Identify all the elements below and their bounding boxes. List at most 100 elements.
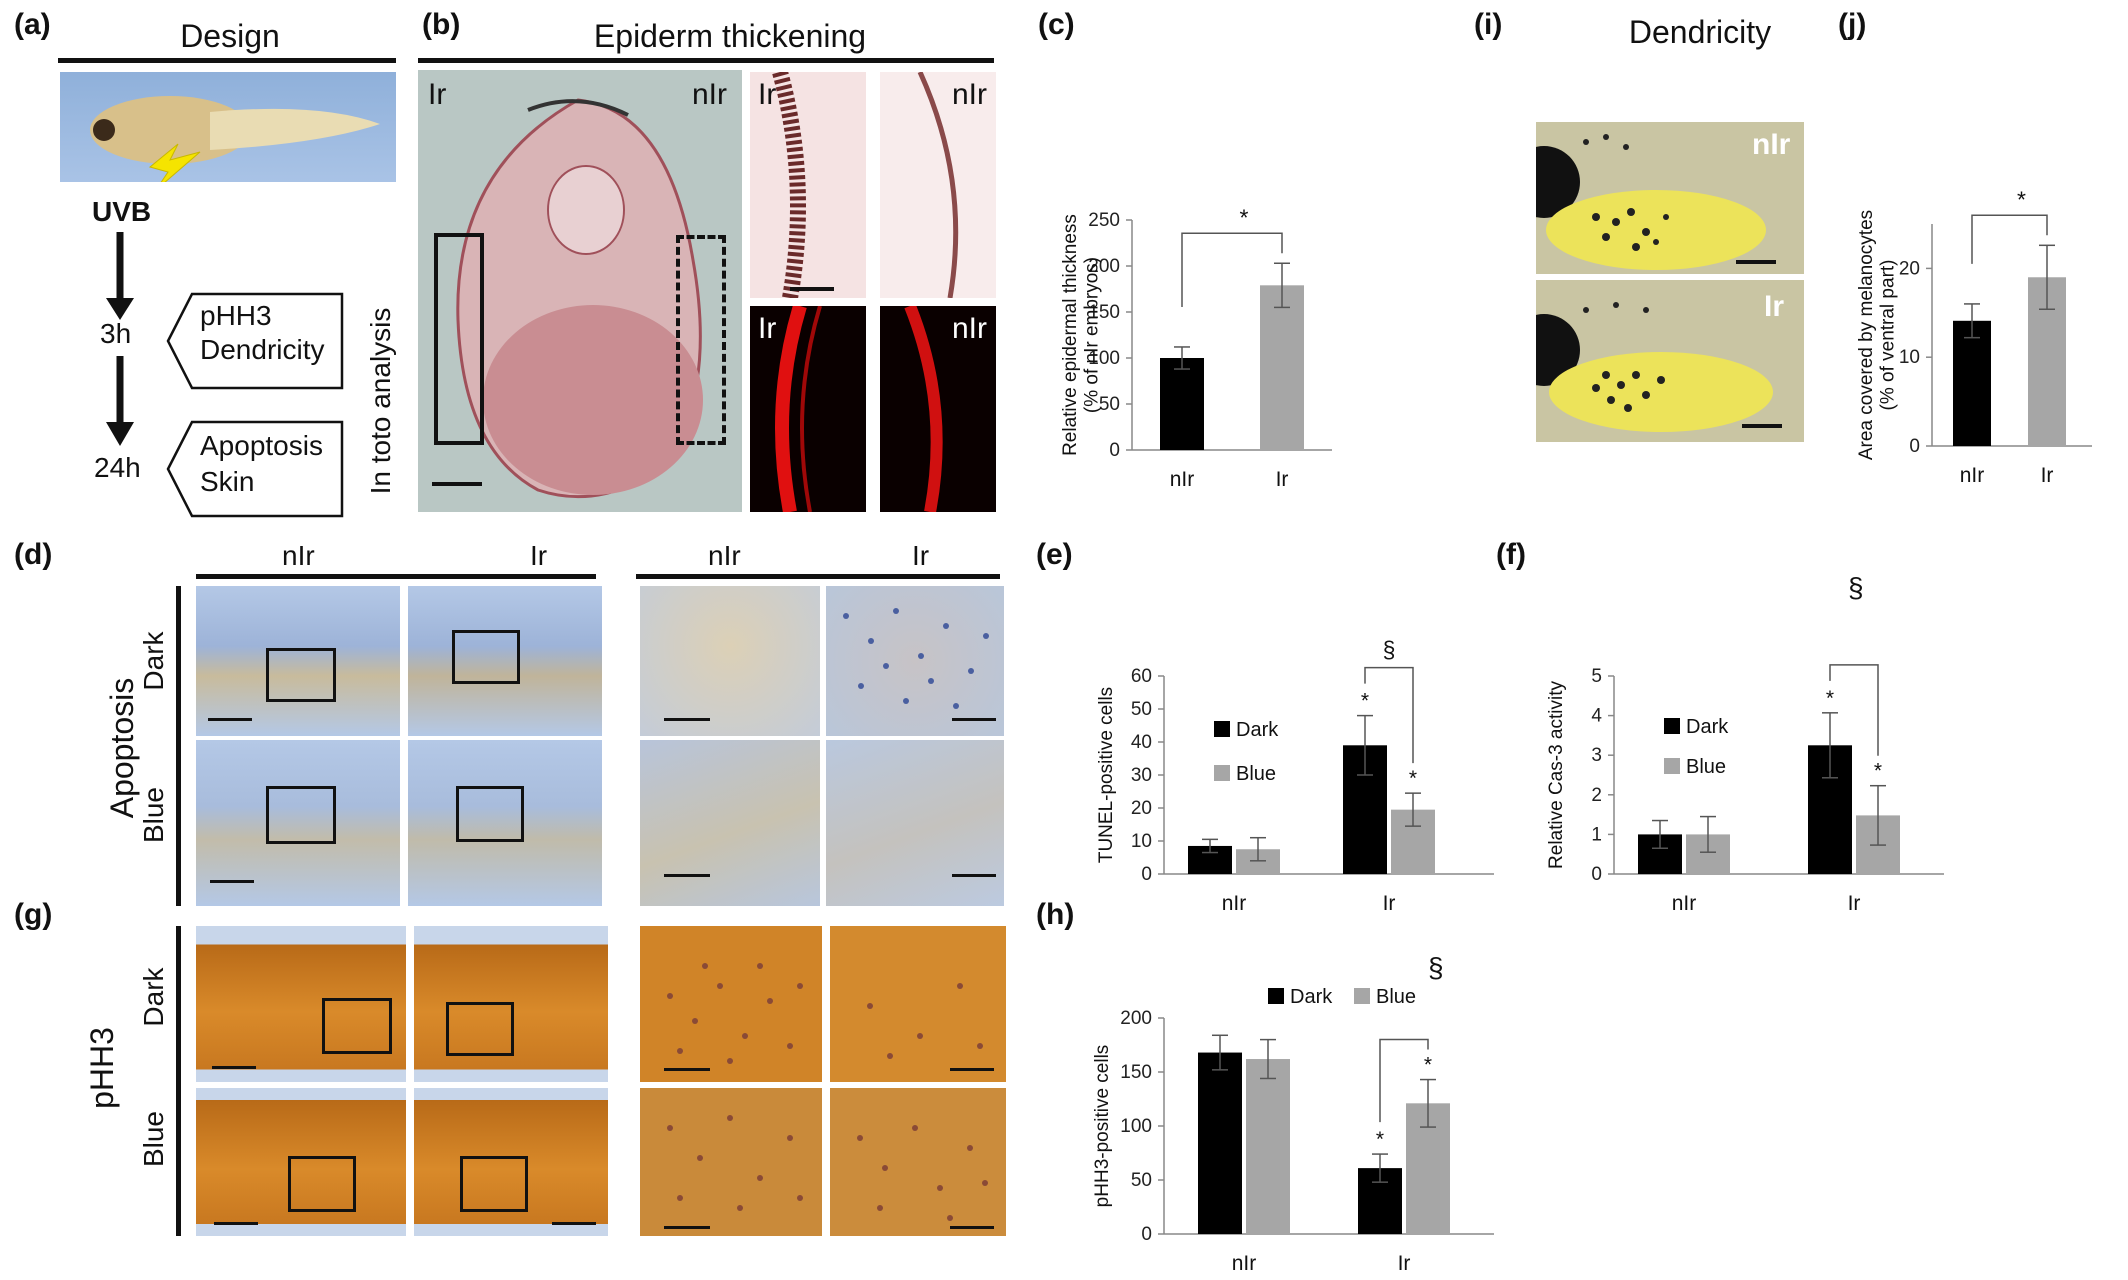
d-side-rule xyxy=(176,586,181,906)
y-tick-label: 2 xyxy=(1591,785,1602,806)
g-row-blue: Blue xyxy=(138,1110,169,1168)
y-tick-label: 250 xyxy=(1088,210,1120,231)
sig-bracket xyxy=(1829,664,1879,756)
inset-nir-fluor xyxy=(880,306,996,512)
x-category-label: Ir xyxy=(2041,464,2054,487)
d-photo-blue-ir xyxy=(408,740,602,906)
tadpole-photo xyxy=(60,72,396,182)
scale-bar-g2 xyxy=(664,1068,710,1071)
inset-nir-bright xyxy=(880,72,996,298)
legend-swatch xyxy=(1664,758,1680,774)
y-tick-label: 10 xyxy=(1899,347,1920,368)
y-axis-label: Relative epidermal thickness(% of nIr em… xyxy=(1060,214,1103,456)
d-zoom-dark-nir xyxy=(640,586,820,736)
dendricity-label-ir: Ir xyxy=(1764,290,1785,323)
d-col-nir-1: nIr xyxy=(282,540,315,571)
y-tick-label: 0 xyxy=(1591,864,1602,885)
sig-bracket xyxy=(1364,666,1414,764)
bar xyxy=(1160,358,1204,450)
legend-label: Blue xyxy=(1686,756,1726,778)
sig-star: * xyxy=(1874,760,1882,783)
d-zoom-dark-ir xyxy=(826,586,1004,736)
d-rule-right xyxy=(636,574,1000,579)
y-tick-label: 150 xyxy=(1120,1062,1152,1083)
inset-label-bl: Ir xyxy=(758,312,777,345)
y-axis-label-line: Relative Cas-3 activity xyxy=(1546,681,1567,869)
box-solid xyxy=(434,233,484,445)
legend-swatch xyxy=(1268,988,1284,1004)
x-category-label: nIr xyxy=(1222,892,1247,915)
panel-d-label: (d) xyxy=(14,538,53,571)
y-tick-label: 0 xyxy=(1109,440,1120,461)
y-tick-label: 0 xyxy=(1141,864,1152,885)
time-3h: 3h xyxy=(100,318,132,349)
d-zoom-blue-ir xyxy=(826,740,1004,906)
legend-label: Blue xyxy=(1236,763,1276,785)
dendricity-photo-ir xyxy=(1536,280,1804,442)
sig-star: * xyxy=(1361,690,1369,713)
g-zoom-dark-nir xyxy=(640,926,822,1082)
inset-label-tr: nIr xyxy=(952,78,988,111)
y-tick-label: 60 xyxy=(1131,666,1152,687)
sig-star: * xyxy=(1240,204,1249,230)
y-tick-label: 3 xyxy=(1591,745,1602,766)
d-col-nir-2: nIr xyxy=(708,540,741,571)
d-zoom-blue-nir xyxy=(640,740,820,906)
y-axis-label-line: TUNEL-positive cells xyxy=(1096,687,1117,863)
y-tick-label: 50 xyxy=(1131,699,1152,720)
inset-label-tl: Ir xyxy=(758,78,777,111)
y-tick-label: 5 xyxy=(1591,666,1602,687)
box-24h-outline xyxy=(166,420,344,518)
sig-bracket xyxy=(1379,1038,1429,1123)
y-axis-label: Relative Cas-3 activity xyxy=(1546,681,1567,869)
scale-bar-g7 xyxy=(950,1226,994,1229)
x-category-label: nIr xyxy=(1170,468,1195,491)
box-24h-line2: Skin xyxy=(200,466,255,497)
y-tick-label: 150 xyxy=(1088,302,1120,323)
tadpole-drawing xyxy=(90,96,380,182)
y-axis-label-line: Relative epidermal thickness xyxy=(1060,214,1081,456)
d-col-ir-1: Ir xyxy=(530,540,548,571)
panel-i-label: (i) xyxy=(1474,8,1503,41)
box-3h-line1: pHH3 xyxy=(200,300,272,331)
legend-swatch xyxy=(1214,721,1230,737)
scale-bar-d4 xyxy=(210,880,254,883)
dendricity-label-nir: nIr xyxy=(1752,128,1791,161)
inset-ir-fluor xyxy=(750,306,866,512)
y-axis-label: pHH3-positive cells xyxy=(1092,1045,1113,1208)
sig-star: * xyxy=(2017,186,2026,212)
x-category-label: nIr xyxy=(1960,464,1985,487)
y-axis-label-line: (% of nIr embryos) xyxy=(1082,257,1103,413)
g-zoom-dark-ir xyxy=(830,926,1006,1082)
panel-f-label: (f) xyxy=(1496,538,1526,571)
y-tick-label: 20 xyxy=(1131,798,1152,819)
g-roi-4 xyxy=(460,1156,528,1212)
box-3h-line2: Dendricity xyxy=(200,334,325,365)
section-label-left: Ir xyxy=(428,78,447,111)
in-toto-label: In toto analysis xyxy=(365,307,396,495)
y-tick-label: 200 xyxy=(1088,256,1120,277)
scale-bar-d5 xyxy=(664,874,710,877)
chart-h-plot: 0 50 100 150 200 pHH3-positive cells nIr Ir Dark… xyxy=(1092,986,1494,1275)
g-zoom-blue-nir xyxy=(640,1088,822,1236)
y-tick-label: 40 xyxy=(1131,732,1152,753)
x-category-label: Ir xyxy=(1398,1252,1411,1275)
box-3h-outline xyxy=(166,292,344,390)
bar xyxy=(1953,320,1991,446)
d-row-blue: Blue xyxy=(138,786,169,844)
chart-e-plot: 0 10 20 30 40 50 60 TUNEL-positive cells nIr Ir Da… xyxy=(1096,637,1494,915)
scale-bar-b-inset xyxy=(790,287,834,291)
d-rule-left xyxy=(196,574,596,579)
scale-bar-g6 xyxy=(664,1226,710,1229)
x-category-label: Ir xyxy=(1276,468,1289,491)
chart-f: 0 1 2 3 4 5 Relative Cas-3 activity nIr Ir Dark Bl… xyxy=(1546,664,1944,915)
y-tick-label: 20 xyxy=(1899,258,1920,279)
bar xyxy=(1260,285,1304,450)
arrow-uvb-to-3h xyxy=(106,232,134,320)
scale-bar-g4 xyxy=(214,1222,258,1225)
legend-swatch xyxy=(1214,765,1230,781)
sig-section: § xyxy=(1383,637,1396,663)
y-tick-label: 50 xyxy=(1099,394,1120,415)
chart-f-plot: 0 1 2 3 4 5 Relative Cas-3 activity nIr Ir Dark Bl… xyxy=(1546,664,1944,915)
